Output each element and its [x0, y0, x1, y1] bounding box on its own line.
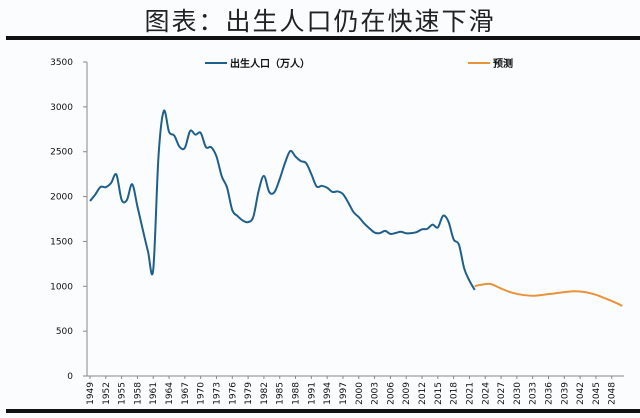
x-tick-label: 1949 — [86, 382, 96, 405]
x-tick-label: 1997 — [339, 382, 349, 405]
x-tick-label: 2048 — [608, 382, 618, 405]
x-tick-label: 2039 — [560, 382, 570, 405]
x-tick-label: 1988 — [292, 382, 302, 405]
x-tick-label: 2027 — [497, 382, 507, 405]
x-tick-label: 1955 — [118, 382, 128, 405]
y-tick-label: 2500 — [50, 148, 73, 158]
x-tick-label: 1967 — [181, 382, 191, 405]
y-tick-label: 0 — [67, 372, 73, 382]
series-line-births — [89, 109, 476, 291]
x-tick-label: 1973 — [212, 382, 222, 405]
x-tick-label: 2036 — [544, 382, 554, 405]
x-tick-label: 2033 — [529, 382, 539, 405]
x-tick-label: 1994 — [323, 382, 333, 405]
x-tick-label: 1985 — [276, 382, 286, 405]
x-tick-label: 2012 — [418, 382, 428, 405]
x-tick-label: 1982 — [260, 382, 270, 405]
x-tick-label: 1979 — [244, 382, 254, 405]
bottom-rule — [6, 409, 640, 413]
x-tick-label: 2015 — [434, 382, 444, 405]
y-tick-label: 3000 — [50, 103, 73, 113]
x-tick-label: 2045 — [592, 382, 602, 405]
x-tick-label: 1964 — [165, 382, 175, 405]
x-tick-label: 1991 — [307, 382, 317, 405]
top-rule — [6, 36, 640, 40]
x-tick-label: 2000 — [355, 382, 365, 405]
y-tick-label: 3500 — [50, 58, 73, 68]
series-line-forecast — [474, 282, 623, 307]
x-tick-label: 2009 — [402, 382, 412, 405]
x-tick-label: 1976 — [228, 382, 238, 405]
x-tick-label: 1952 — [102, 382, 112, 405]
y-tick-label: 2000 — [50, 193, 73, 203]
x-tick-label: 2018 — [450, 382, 460, 405]
x-tick-label: 2003 — [371, 382, 381, 405]
y-tick-label: 1500 — [50, 237, 73, 247]
x-tick-label: 1970 — [197, 382, 207, 405]
x-tick-label: 2021 — [465, 382, 475, 405]
legend-label-births: 出生人口（万人） — [230, 57, 310, 70]
x-tick-label: 2006 — [386, 382, 396, 405]
y-tick-label: 1000 — [50, 282, 73, 292]
x-tick-label: 2042 — [576, 382, 586, 405]
legend-label-forecast: 预测 — [493, 57, 513, 70]
x-tick-label: 2024 — [481, 382, 491, 405]
y-tick-label: 500 — [56, 327, 73, 337]
x-tick-label: 2030 — [513, 382, 523, 405]
x-tick-label: 1961 — [149, 382, 159, 405]
x-tick-label: 1958 — [133, 382, 143, 405]
page-title: 图表：出生人口仍在快速下滑 — [144, 7, 496, 36]
